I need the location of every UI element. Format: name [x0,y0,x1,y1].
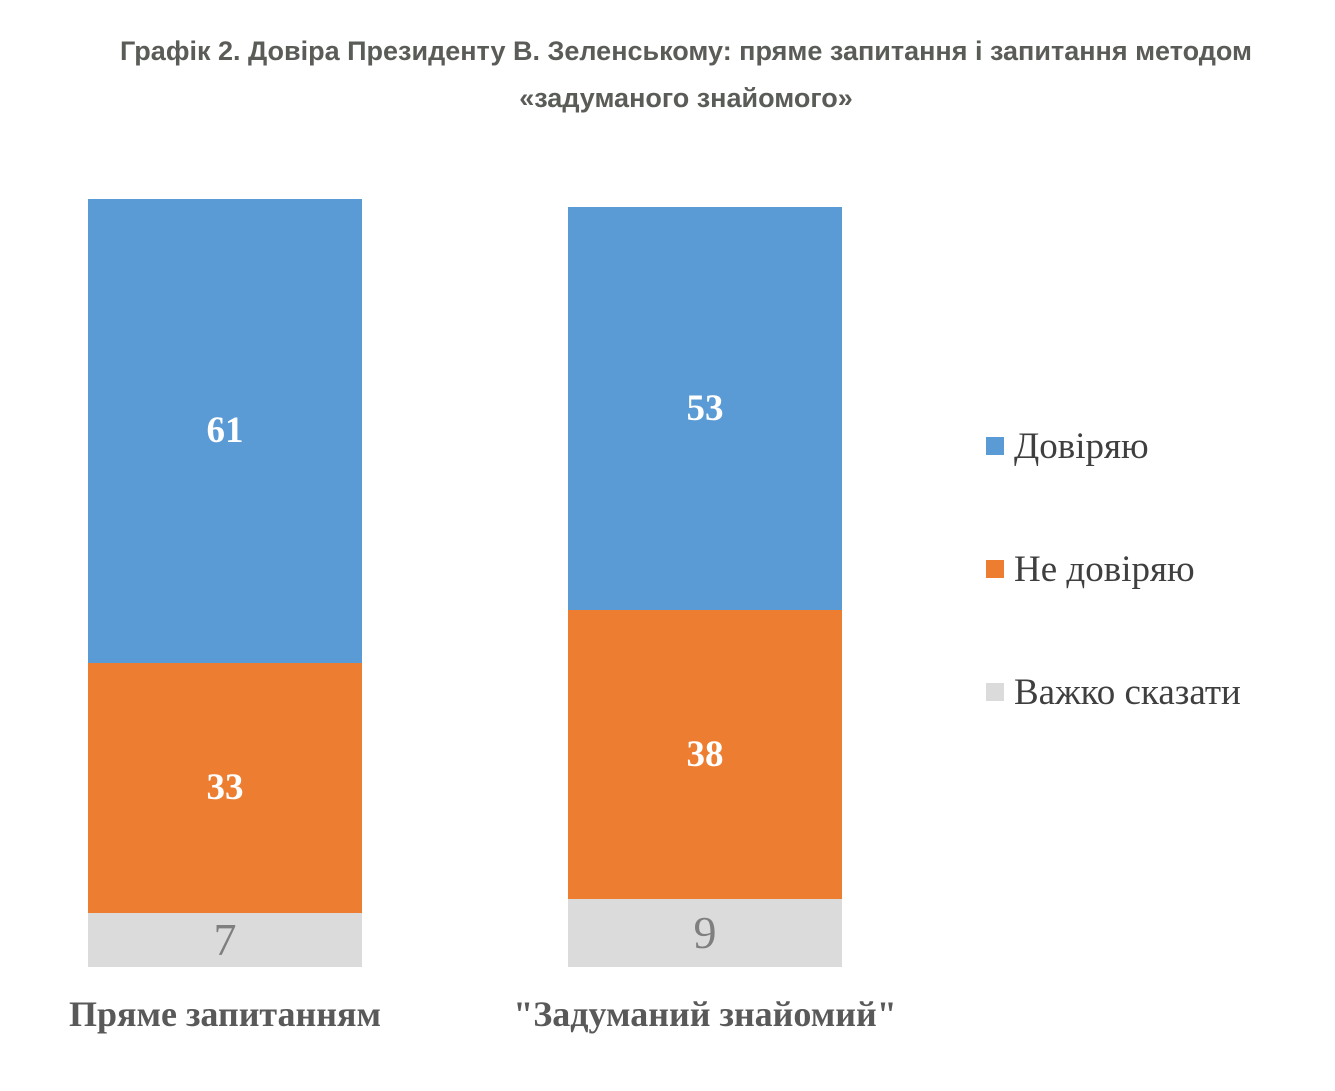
chart-title-line2: «задуманого знайомого» [519,83,853,113]
bar-column: 53 38 9 [568,207,842,967]
chart-title: Графік 2. Довіра Президенту В. Зеленсько… [0,28,1335,122]
bar-segment-distrust: 33 [88,662,362,914]
bar-column: 61 33 7 [88,199,362,967]
bar-segment-hard-to-say: 9 [568,898,842,967]
value-label: 7 [213,914,237,966]
value-label: 53 [686,387,724,429]
value-label: 9 [693,907,717,959]
bar-segment-distrust: 38 [568,609,842,899]
bar-segment-trust: 61 [88,199,362,663]
value-label: 61 [206,410,244,452]
category-label: "Задуманий знайомий" [513,994,897,1034]
value-label: 38 [686,733,724,775]
category-label: Пряме запитанням [68,994,382,1034]
bar-segment-hard-to-say: 7 [88,913,362,967]
bar-segment-trust: 53 [568,207,842,610]
value-label: 33 [206,767,244,809]
chart-title-line1: Графік 2. Довіра Президенту В. Зеленсько… [120,36,1252,66]
